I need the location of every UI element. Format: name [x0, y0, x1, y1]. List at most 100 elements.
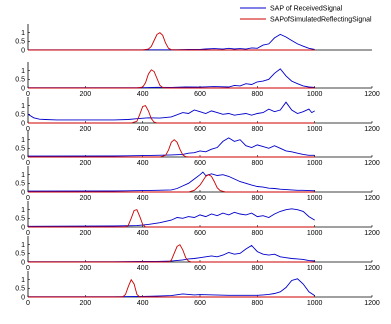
simulated-reflecting-signal-line: [28, 32, 315, 51]
x-tick-label: 0: [26, 230, 30, 237]
simulated-reflecting-signal-line: [28, 139, 315, 158]
simulated-reflecting-signal-line: [28, 105, 315, 124]
x-tick-label: 800: [251, 300, 263, 307]
x-tick-label: 1200: [364, 126, 380, 133]
x-tick-label: 600: [194, 300, 206, 307]
received-signal-line: [28, 33, 315, 51]
y-tick-label: 1: [21, 68, 25, 75]
subplot-8: 00.5 1 0 200 400 600 800 1000 1200: [15, 271, 380, 307]
x-tick-label: 1000: [307, 195, 323, 202]
legend-label-1: SAP of ReceivedSignal: [270, 5, 343, 12]
x-tick-label: 400: [137, 91, 149, 98]
x-tick-label: 1000: [307, 160, 323, 167]
y-tick-label: 0.5: [15, 77, 25, 84]
simulated-reflecting-signal-line: [28, 278, 315, 298]
y-tick-label: 0.5: [15, 146, 25, 153]
x-tick-label: 1000: [307, 230, 323, 237]
subplot-1: 00.5 1 SAP of ReceivedSignal SAPofSimulated…: [15, 5, 372, 54]
x-tick-label: 600: [194, 265, 206, 272]
y-tick-label: 0: [21, 120, 25, 127]
x-tick-label: 200: [79, 195, 91, 202]
x-tick-label: 400: [137, 300, 149, 307]
x-tick-label: 200: [79, 230, 91, 237]
x-tick-label: 600: [194, 91, 206, 98]
x-tick-label: 200: [79, 265, 91, 272]
x-tick-label: 0: [26, 91, 30, 98]
x-tick-label: 400: [137, 126, 149, 133]
x-tick-label: 1200: [364, 300, 380, 307]
y-tick-label: 1: [21, 242, 25, 249]
received-signal-line: [28, 278, 315, 298]
y-tick-label: 0: [21, 224, 25, 231]
simulated-reflecting-signal-line: [28, 174, 315, 193]
x-tick-label: 1200: [364, 91, 380, 98]
y-tick-label: 0.5: [15, 286, 25, 293]
y-tick-label: 0: [21, 85, 25, 92]
x-tick-label: 400: [137, 195, 149, 202]
y-tick-label: 0: [21, 294, 25, 301]
x-tick-label: 600: [194, 230, 206, 237]
x-tick-label: 600: [194, 195, 206, 202]
y-tick-label: 0.5: [15, 251, 25, 258]
x-tick-label: 1200: [364, 160, 380, 167]
subplot-2: 00.5 1 0 200 400 600 800 1000 1200: [15, 62, 380, 98]
subplot-3: 00.5 1 0 200 400 600 800 1000 1200: [15, 97, 380, 133]
y-tick-label: 0: [21, 47, 25, 54]
x-tick-label: 0: [26, 195, 30, 202]
x-tick-label: 600: [194, 160, 206, 167]
simulated-reflecting-signal-line: [28, 209, 315, 228]
x-tick-label: 200: [79, 160, 91, 167]
x-tick-label: 800: [251, 195, 263, 202]
y-tick-label: 0: [21, 154, 25, 161]
y-tick-label: 1: [21, 207, 25, 214]
x-tick-label: 800: [251, 126, 263, 133]
y-tick-label: 0: [21, 259, 25, 266]
y-tick-label: 1: [21, 103, 25, 110]
x-tick-label: 1200: [364, 265, 380, 272]
y-tick-label: 1: [21, 172, 25, 179]
received-signal-line: [27, 137, 315, 157]
subplot-4: 00.5 1 0 200 400 600 800 1000 1200: [15, 131, 380, 167]
x-tick-label: 1000: [307, 91, 323, 98]
y-tick-label: 1: [21, 30, 25, 37]
simulated-reflecting-signal-line: [28, 69, 315, 89]
x-tick-label: 0: [26, 265, 30, 272]
y-tick-label: 0.5: [15, 216, 25, 223]
simulated-reflecting-signal-line: [28, 244, 315, 263]
x-tick-label: 400: [137, 265, 149, 272]
x-tick-label: 200: [79, 300, 91, 307]
received-signal-line: [28, 68, 315, 89]
x-tick-label: 200: [79, 126, 91, 133]
y-tick-label: 0.5: [15, 112, 25, 119]
x-tick-label: 1000: [307, 265, 323, 272]
legend-label-2: SAPofSimulatedReflectingSignal: [270, 16, 372, 23]
legend: SAP of ReceivedSignal SAPofSimulatedRefle…: [240, 5, 372, 23]
y-tick-label: 0.5: [15, 181, 25, 188]
x-tick-label: 200: [79, 91, 91, 98]
x-tick-label: 400: [137, 230, 149, 237]
x-tick-label: 400: [137, 160, 149, 167]
y-tick-label: 1: [21, 137, 25, 144]
x-tick-label: 800: [251, 91, 263, 98]
x-tick-label: 1000: [307, 126, 323, 133]
x-tick-label: 800: [251, 230, 263, 237]
x-tick-label: 0: [26, 160, 30, 167]
x-tick-label: 600: [194, 126, 206, 133]
received-signal-line: [27, 101, 315, 121]
subplot-5: 00.5 1 0 200 400 600 800 1000 1200: [15, 166, 380, 202]
x-tick-label: 1000: [307, 300, 323, 307]
x-tick-label: 1200: [364, 195, 380, 202]
received-signal-line: [27, 208, 315, 227]
y-tick-label: 1: [21, 277, 25, 284]
y-tick-label: 0: [21, 189, 25, 196]
subplot-6: 00.5 1 0 200 400 600 800 1000 1200: [15, 201, 380, 237]
received-signal-line: [27, 171, 315, 192]
x-tick-label: 0: [26, 126, 30, 133]
x-tick-label: 800: [251, 265, 263, 272]
y-tick-label: 0.5: [15, 39, 25, 46]
received-signal-line: [28, 244, 315, 263]
x-tick-label: 0: [26, 300, 30, 307]
x-tick-label: 800: [251, 160, 263, 167]
x-tick-label: 1200: [364, 230, 380, 237]
